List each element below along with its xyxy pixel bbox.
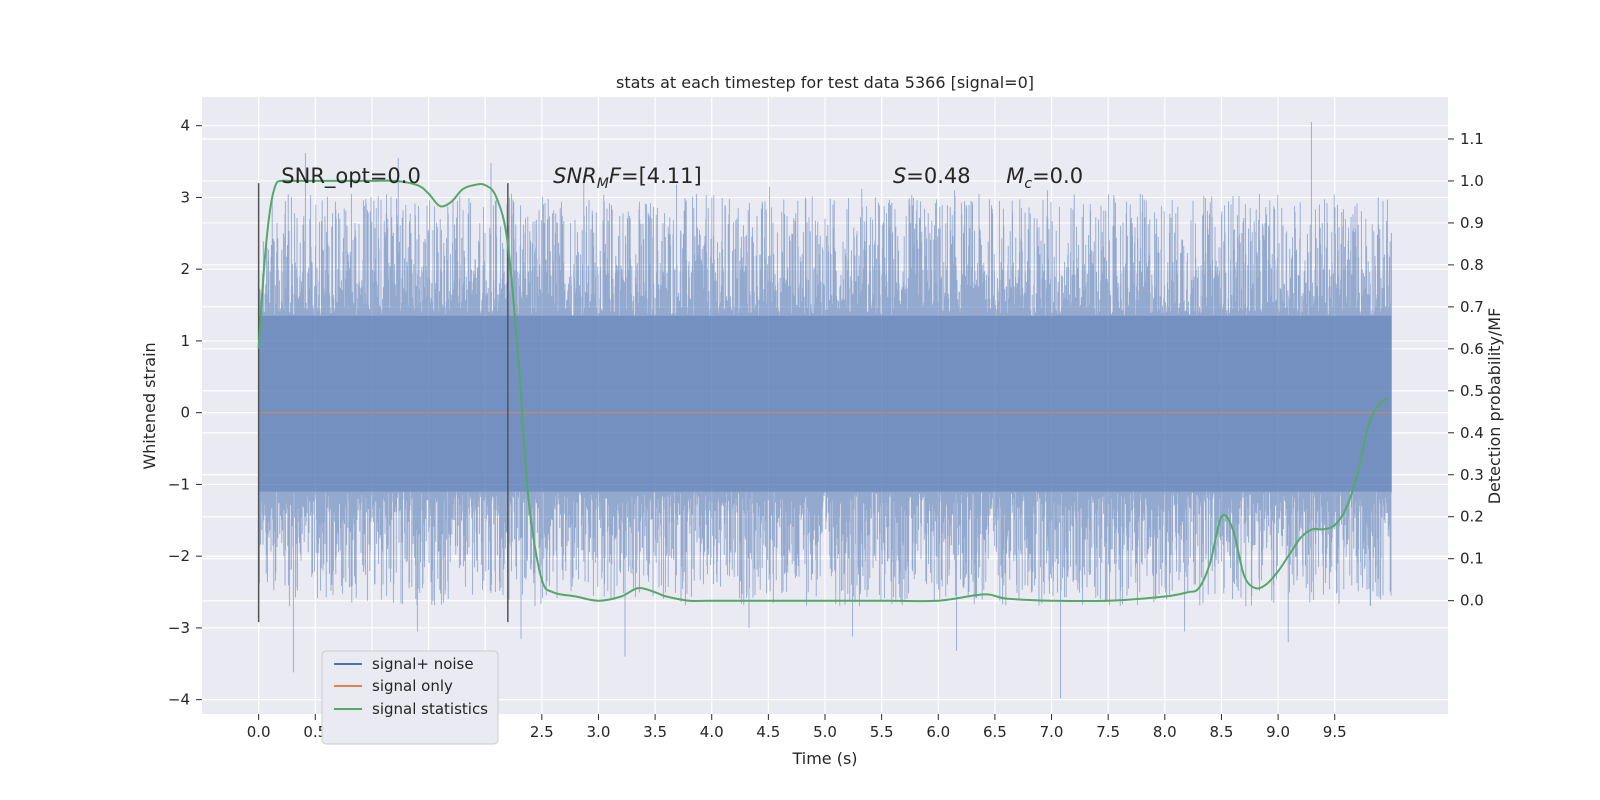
legend-label-stats: signal statistics (372, 700, 488, 718)
y-tick-label: 2 (180, 260, 190, 278)
x-tick-label: 3.0 (587, 723, 611, 741)
x-tick-label: 4.5 (756, 723, 780, 741)
x-tick-label: 5.0 (813, 723, 837, 741)
annotation-0: SNR_opt=0.0 (281, 164, 421, 189)
x-tick-label: 9.0 (1266, 723, 1290, 741)
y-tick-label: −4 (168, 691, 190, 709)
y2-tick-label: 0.1 (1460, 550, 1484, 568)
legend-box (321, 650, 499, 745)
x-tick-label: 4.0 (700, 723, 724, 741)
y-tick-label: 0 (180, 404, 190, 422)
x-tick-label: 3.5 (643, 723, 667, 741)
x-tick-label: 6.5 (983, 723, 1007, 741)
legend-label-noise: signal+ noise (372, 655, 474, 673)
series-signal-statistics (257, 179, 1389, 603)
x-tick-label: 2.5 (530, 723, 554, 741)
y-tick-label: 3 (180, 188, 190, 206)
annotation-1: SNRMF=[4.11] (553, 164, 702, 192)
x-tick-label: 7.0 (1040, 723, 1064, 741)
vertical-markers (257, 183, 509, 623)
x-tick-label: 8.0 (1153, 723, 1177, 741)
x-tick-label: 8.5 (1210, 723, 1234, 741)
x-tick-label: 6.0 (926, 723, 950, 741)
y2-tick-label: 0.6 (1460, 340, 1484, 358)
y2-tick-label: 0.9 (1460, 214, 1484, 232)
y-tick-label: −2 (168, 547, 190, 565)
y2-tick-label: 1.0 (1460, 172, 1484, 190)
annotation-3: Mc=0.0 (1006, 164, 1083, 192)
x-axis-label: Time (s) (791, 749, 857, 768)
y2-tick-label: 0.8 (1460, 256, 1484, 274)
legend-label-signal: signal only (372, 677, 453, 695)
y-tick-label: −1 (168, 475, 190, 493)
chart-title: stats at each timestep for test data 536… (616, 73, 1034, 92)
y2-tick-label: 0.7 (1460, 298, 1484, 316)
x-tick-label: 7.5 (1096, 723, 1120, 741)
y-tick-label: 1 (180, 332, 190, 350)
series-signal-noise (258, 122, 1392, 699)
y2-tick-label: 0.0 (1460, 592, 1484, 610)
y2-tick-label: 1.1 (1460, 130, 1484, 148)
signal-noise-band (258, 315, 1392, 492)
y2-tick-label: 0.3 (1460, 466, 1484, 484)
y2-tick-label: 0.2 (1460, 508, 1484, 526)
y-axis-label: Whitened strain (140, 342, 159, 469)
y-tick-label: 4 (180, 117, 190, 135)
annotation-2: S=0.48 (893, 164, 971, 188)
x-tick-label: 0.5 (303, 723, 327, 741)
axes: 0.00.51.01.52.02.53.03.54.04.55.05.56.06… (168, 117, 1484, 741)
y2-tick-label: 0.4 (1460, 424, 1484, 442)
x-tick-label: 9.5 (1323, 723, 1347, 741)
x-tick-label: 0.0 (247, 723, 271, 741)
y-tick-label: −3 (168, 619, 190, 637)
signal-statistics-line (257, 179, 1389, 603)
legend: signal+ noise signal only signal statist… (321, 650, 499, 745)
y2-axis-label: Detection probability/MF (1485, 308, 1504, 505)
annotations: SNR_opt=0.0 SNRMF=[4.11] S=0.48 Mc=0.0 (281, 164, 1083, 192)
y2-tick-label: 0.5 (1460, 382, 1484, 400)
x-tick-label: 5.5 (870, 723, 894, 741)
